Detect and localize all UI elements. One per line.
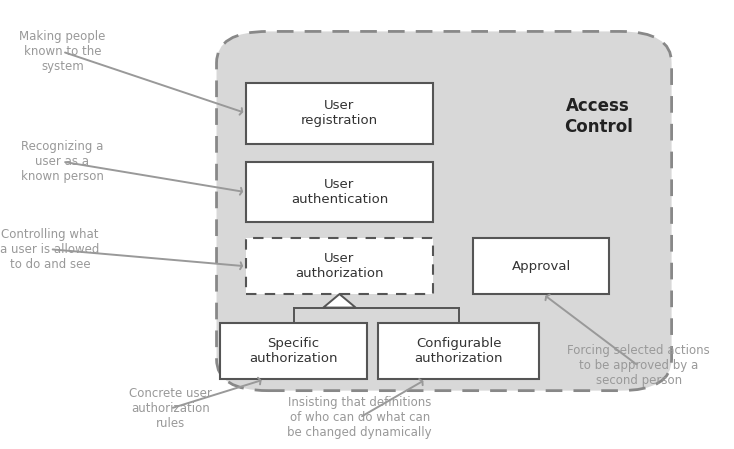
Text: Recognizing a
user as a
known person: Recognizing a user as a known person: [21, 140, 103, 183]
FancyBboxPatch shape: [220, 323, 367, 379]
Text: User
authentication: User authentication: [291, 178, 388, 206]
Polygon shape: [323, 294, 356, 308]
Text: Access
Control: Access Control: [564, 97, 633, 136]
Text: User
authorization: User authorization: [295, 252, 384, 280]
FancyBboxPatch shape: [246, 162, 433, 222]
FancyBboxPatch shape: [246, 83, 433, 144]
Text: Controlling what
a user is allowed
to do and see: Controlling what a user is allowed to do…: [0, 228, 100, 271]
Text: Insisting that definitions
of who can do what can
be changed dynamically: Insisting that definitions of who can do…: [287, 396, 432, 439]
FancyBboxPatch shape: [378, 323, 539, 379]
Text: Specific
authorization: Specific authorization: [250, 337, 338, 365]
Text: User
registration: User registration: [301, 99, 378, 128]
Text: Forcing selected actions
to be approved by a
second person: Forcing selected actions to be approved …: [567, 344, 710, 387]
FancyBboxPatch shape: [217, 31, 672, 391]
FancyBboxPatch shape: [246, 238, 433, 294]
Text: Making people
known to the
system: Making people known to the system: [19, 30, 106, 73]
Text: Approval: Approval: [512, 260, 571, 273]
Text: Concrete user
authorization
rules: Concrete user authorization rules: [129, 387, 211, 430]
FancyBboxPatch shape: [473, 238, 609, 294]
Text: Configurable
authorization: Configurable authorization: [415, 337, 503, 365]
